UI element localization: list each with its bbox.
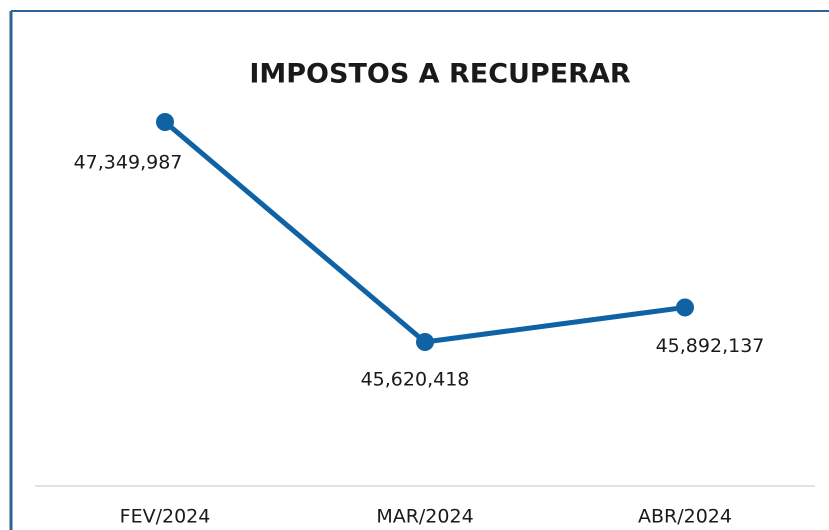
data-label: 45,892,137 (656, 335, 765, 357)
x-tick-label: MAR/2024 (376, 506, 473, 528)
data-label: 45,620,418 (361, 369, 470, 391)
point (416, 333, 434, 351)
chart-title: IMPOSTOS A RECUPERAR (249, 59, 631, 90)
point (156, 113, 174, 131)
data-label: 47,349,987 (74, 152, 183, 174)
x-tick-label: ABR/2024 (638, 506, 732, 528)
x-tick-label: FEV/2024 (120, 506, 211, 528)
point (676, 298, 694, 317)
